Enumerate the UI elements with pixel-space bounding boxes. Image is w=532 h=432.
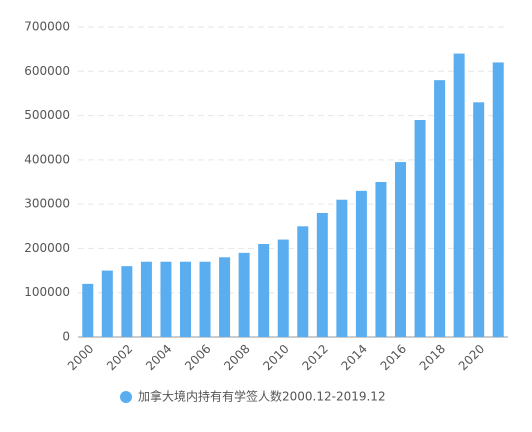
x-tick-label: 2016 bbox=[378, 342, 409, 373]
y-tick-label: 200000 bbox=[24, 241, 70, 255]
y-tick-label: 600000 bbox=[24, 64, 70, 78]
bar bbox=[101, 270, 113, 337]
x-tick-label: 2018 bbox=[417, 342, 448, 373]
legend-marker bbox=[120, 391, 132, 403]
bar bbox=[355, 190, 367, 337]
bar bbox=[316, 213, 328, 337]
y-tick-label: 400000 bbox=[24, 152, 70, 166]
x-tick-label: 2008 bbox=[221, 342, 252, 373]
bar bbox=[258, 244, 270, 337]
bar bbox=[238, 252, 250, 337]
x-tick-label: 2012 bbox=[299, 342, 330, 373]
y-tick-label: 100000 bbox=[24, 285, 70, 299]
y-tick-label: 0 bbox=[62, 330, 70, 344]
bar bbox=[336, 199, 348, 337]
bar bbox=[473, 102, 485, 338]
legend-label: 加拿大境内持有有学签人数2000.12-2019.12 bbox=[138, 389, 386, 404]
bar bbox=[297, 226, 309, 337]
bar bbox=[140, 261, 152, 337]
bar bbox=[453, 53, 465, 337]
y-tick-label: 500000 bbox=[24, 108, 70, 122]
bar bbox=[414, 120, 426, 337]
bar bbox=[180, 261, 191, 337]
x-tick-label: 2004 bbox=[143, 342, 174, 373]
y-tick-label: 700000 bbox=[24, 20, 70, 34]
bar bbox=[219, 257, 231, 337]
x-tick-label: 2006 bbox=[182, 342, 213, 373]
bar bbox=[492, 62, 504, 338]
x-tick-label: 2020 bbox=[456, 342, 487, 373]
bar bbox=[199, 261, 211, 337]
y-tick-label: 300000 bbox=[24, 197, 70, 211]
x-tick-label: 2014 bbox=[339, 342, 370, 373]
bar bbox=[375, 182, 387, 337]
x-tick-label: 2002 bbox=[104, 342, 135, 373]
bar bbox=[434, 80, 446, 338]
x-tick-label: 2010 bbox=[260, 342, 291, 373]
x-tick-label: 2000 bbox=[65, 342, 96, 373]
bar bbox=[82, 283, 94, 337]
bar bbox=[121, 266, 133, 337]
bar bbox=[395, 162, 406, 337]
bar bbox=[277, 239, 289, 337]
bar bbox=[160, 261, 172, 337]
